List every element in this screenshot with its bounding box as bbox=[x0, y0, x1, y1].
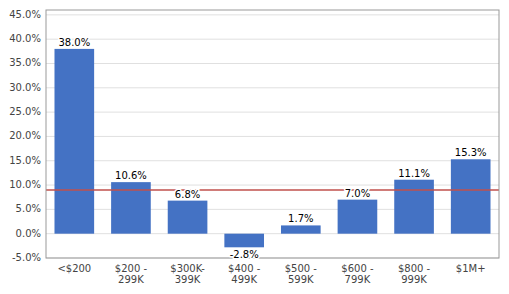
x-tick-line: 299K bbox=[118, 274, 144, 285]
y-tick-label: 15.0% bbox=[9, 155, 41, 166]
y-tick-label: 45.0% bbox=[9, 9, 41, 20]
y-tick-label: 30.0% bbox=[9, 82, 41, 93]
reference-line bbox=[46, 189, 499, 191]
grid-line bbox=[46, 87, 499, 88]
grid-line bbox=[46, 63, 499, 64]
x-tick-line: $1M+ bbox=[456, 263, 486, 274]
x-tick-label: $600 -799K bbox=[341, 263, 374, 285]
chart-svg: -5.0% 0.0% 5.0% 10.0% 15.0% 20.0% 25.0% 30.0% 35… bbox=[0, 0, 509, 294]
bar bbox=[168, 201, 208, 234]
x-tick-line: 599K bbox=[288, 274, 314, 285]
data-label: 6.8% bbox=[175, 189, 200, 200]
x-tick-line: $600 - bbox=[341, 263, 374, 274]
bar bbox=[281, 225, 321, 233]
data-label: -2.8% bbox=[230, 249, 259, 260]
grid-line bbox=[46, 136, 499, 137]
data-labels: 38.0% 10.6% 6.8% -2.8% 1.7% 7.0% 11.1% 15.3% bbox=[58, 37, 486, 260]
x-tick-line: $800 - bbox=[398, 263, 431, 274]
bar bbox=[451, 159, 491, 233]
y-tick-label: 20.0% bbox=[9, 130, 41, 141]
y-tick-label: 35.0% bbox=[9, 57, 41, 68]
data-label: 15.3% bbox=[455, 147, 487, 158]
x-tick-line: 799K bbox=[345, 274, 371, 285]
bars bbox=[46, 49, 499, 247]
grid bbox=[46, 15, 499, 258]
grid-line bbox=[46, 14, 499, 15]
y-tick-label: 40.0% bbox=[9, 33, 41, 44]
data-label: 7.0% bbox=[345, 188, 370, 199]
data-label: 11.1% bbox=[398, 168, 430, 179]
plot-frame bbox=[46, 10, 499, 258]
x-tick-label: $800 -999K bbox=[398, 263, 431, 285]
grid-line bbox=[46, 112, 499, 113]
x-tick-line: $500 - bbox=[285, 263, 318, 274]
x-tick-label: <$200 bbox=[57, 263, 91, 274]
grid-line bbox=[46, 39, 499, 40]
x-tick-line: 399K bbox=[175, 274, 201, 285]
bar bbox=[54, 49, 94, 234]
x-tick-line: $400 - bbox=[228, 263, 261, 274]
data-label: 1.7% bbox=[288, 213, 313, 224]
x-tick-label: $1M+ bbox=[456, 263, 486, 274]
data-label: 10.6% bbox=[115, 170, 147, 181]
x-tick-label: $300K-399K bbox=[170, 263, 205, 285]
y-tick-label: 25.0% bbox=[9, 106, 41, 117]
x-tick-line: $200 - bbox=[115, 263, 148, 274]
y-tick-label: 5.0% bbox=[16, 203, 41, 214]
x-axis: <$200 $200 -299K $300K-399K $400 -499K $500 … bbox=[57, 263, 485, 285]
bar bbox=[338, 200, 378, 234]
x-tick-line: 499K bbox=[231, 274, 257, 285]
y-tick-label: 10.0% bbox=[9, 179, 41, 190]
x-tick-line: $300K- bbox=[170, 263, 205, 274]
bar bbox=[394, 180, 434, 234]
chart-container: -5.0% 0.0% 5.0% 10.0% 15.0% 20.0% 25.0% 30.0% 35… bbox=[0, 0, 509, 294]
y-axis: -5.0% 0.0% 5.0% 10.0% 15.0% 20.0% 25.0% 30.0% 35… bbox=[9, 9, 41, 263]
x-tick-label: $200 -299K bbox=[115, 263, 148, 285]
y-tick-label: -5.0% bbox=[12, 252, 41, 263]
x-tick-label: $500 -599K bbox=[285, 263, 318, 285]
data-label: 38.0% bbox=[58, 37, 90, 48]
bar bbox=[224, 234, 264, 248]
x-tick-line: 999K bbox=[401, 274, 427, 285]
y-tick-label: 0.0% bbox=[16, 228, 41, 239]
x-tick-label: $400 -499K bbox=[228, 263, 261, 285]
x-tick-line: <$200 bbox=[57, 263, 91, 274]
grid-line bbox=[46, 160, 499, 161]
